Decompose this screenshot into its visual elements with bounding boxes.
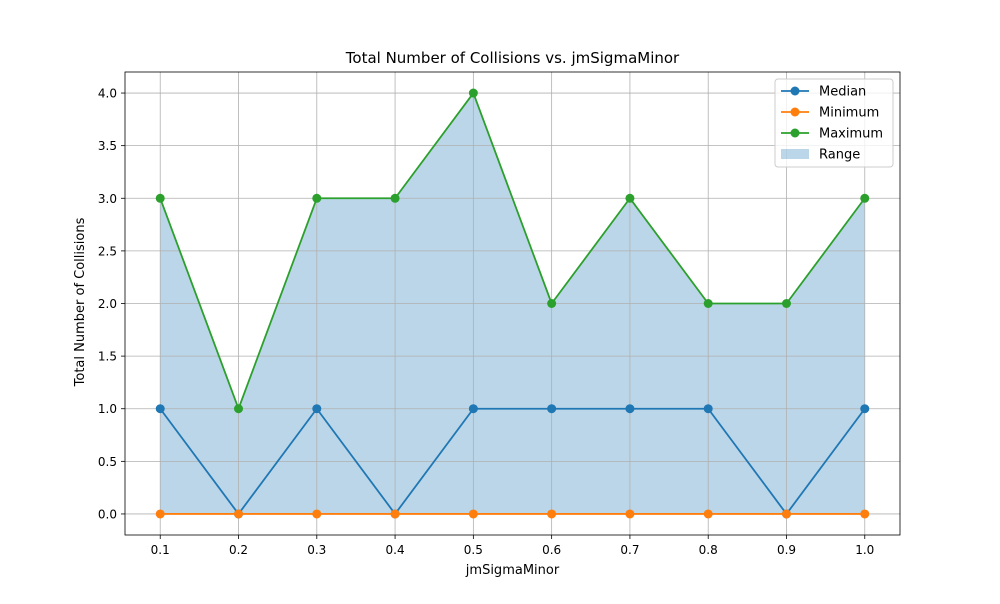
x-tick-label: 0.6	[542, 543, 561, 557]
legend-median-marker	[790, 86, 800, 96]
maximum-point	[234, 404, 244, 414]
median-point	[312, 404, 322, 414]
y-tick-label: 3.5	[98, 139, 117, 153]
legend-minimum-marker	[790, 107, 800, 117]
x-tick-label: 0.3	[307, 543, 326, 557]
y-tick-label: 1.0	[98, 402, 117, 416]
maximum-point	[703, 299, 713, 308]
maximum-point	[860, 193, 870, 203]
minimum-point	[390, 509, 400, 519]
maximum-point	[468, 88, 478, 98]
x-tick-label: 1.0	[855, 543, 874, 557]
maximum-point	[312, 193, 322, 203]
chart-title: Total Number of Collisions vs. jmSigmaMi…	[345, 49, 680, 67]
minimum-point	[468, 509, 478, 519]
minimum-point	[312, 509, 322, 519]
x-tick-label: 0.2	[229, 543, 248, 557]
maximum-point	[625, 193, 635, 203]
legend-median-label: Median	[819, 85, 866, 100]
minimum-point	[781, 509, 791, 519]
minimum-point	[625, 509, 635, 519]
minimum-point	[703, 509, 713, 519]
legend-box	[774, 78, 894, 168]
legend: Median Minimum Maximum Range	[774, 78, 894, 168]
x-tick-label: 0.8	[699, 543, 718, 557]
legend-minimum-label: Minimum	[819, 106, 879, 121]
plot-area: 0.1 0.2 0.3 0.4 0.5 0.6 0.7 0.8 0.9 1.0 0.0 0.5 1.0 1…	[98, 71, 901, 557]
minimum-point	[155, 509, 165, 519]
y-tick-label: 3.0	[98, 192, 117, 206]
y-tick-label: 2.0	[98, 297, 117, 311]
median-point	[625, 404, 635, 414]
maximum-point	[155, 193, 165, 203]
y-axis-label: Total Number of Collisions	[73, 217, 88, 387]
x-tick-label: 0.5	[464, 543, 483, 557]
median-point	[703, 404, 713, 414]
x-tick-label: 0.7	[620, 543, 639, 557]
legend-maximum-label: Maximum	[819, 127, 883, 142]
maximum-line	[159, 92, 866, 410]
y-tick-label: 1.5	[98, 350, 117, 364]
median-point	[468, 404, 478, 414]
legend-range-swatch	[781, 149, 809, 159]
median-point	[155, 404, 165, 414]
legend-range-label: Range	[819, 148, 860, 163]
x-axis-label: jmSigmaMinor	[465, 563, 560, 578]
y-tick-label: 4.0	[98, 87, 117, 101]
y-tick-label: 0.0	[98, 507, 117, 521]
minimum-point	[234, 509, 244, 519]
y-tick-label: 2.5	[98, 244, 117, 258]
x-tick-label: 0.9	[777, 543, 796, 557]
maximum-point	[390, 193, 400, 203]
maximum-point	[547, 299, 557, 308]
axes-frame	[124, 71, 901, 536]
x-tick-label: 0.4	[386, 543, 405, 557]
legend-maximum-marker	[790, 128, 800, 138]
median-point	[860, 404, 870, 414]
median-line	[159, 407, 866, 515]
minimum-point	[547, 509, 557, 519]
minimum-point	[860, 509, 870, 519]
x-tick-label: 0.1	[151, 543, 170, 557]
y-tick-label: 0.5	[98, 455, 117, 469]
median-point	[547, 404, 557, 414]
maximum-point	[781, 299, 791, 308]
